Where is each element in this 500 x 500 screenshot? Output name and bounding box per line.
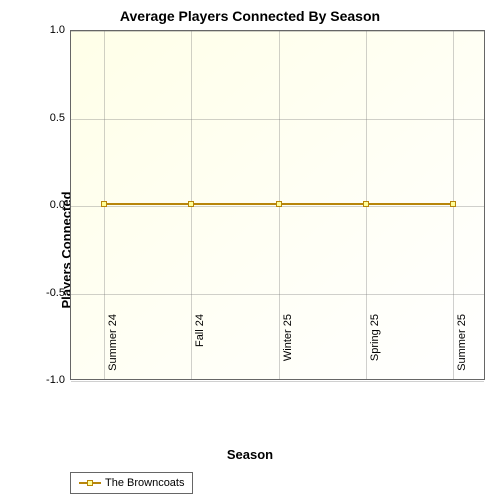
series-marker	[276, 201, 282, 207]
series-line-segment	[191, 203, 278, 205]
x-tick-label: Summer 24	[107, 314, 119, 384]
legend-swatch	[79, 482, 101, 484]
grid-line-horizontal	[71, 31, 484, 32]
series-marker	[450, 201, 456, 207]
y-tick-label: -0.5	[25, 287, 65, 299]
x-axis-label: Season	[0, 447, 500, 462]
grid-line-horizontal	[71, 119, 484, 120]
y-tick-label: 0.5	[25, 112, 65, 124]
plot-area	[70, 30, 485, 380]
series-marker	[188, 201, 194, 207]
legend-series-label: The Browncoats	[105, 477, 184, 489]
x-tick-label: Spring 25	[369, 314, 381, 384]
grid-line-horizontal	[71, 294, 484, 295]
x-tick-label: Fall 24	[194, 314, 206, 384]
grid-line-horizontal	[71, 381, 484, 382]
y-tick-label: 1.0	[25, 24, 65, 36]
chart-title: Average Players Connected By Season	[0, 8, 500, 24]
x-tick-label: Winter 25	[282, 314, 294, 384]
legend: The Browncoats	[70, 472, 193, 494]
x-tick-label: Summer 25	[456, 314, 468, 384]
series-line-segment	[104, 203, 191, 205]
chart-container: Average Players Connected By Season Play…	[0, 0, 500, 500]
series-line-segment	[279, 203, 366, 205]
y-tick-label: 0.0	[25, 199, 65, 211]
y-tick-label: -1.0	[25, 374, 65, 386]
series-marker	[363, 201, 369, 207]
series-line-segment	[366, 203, 453, 205]
series-marker	[101, 201, 107, 207]
